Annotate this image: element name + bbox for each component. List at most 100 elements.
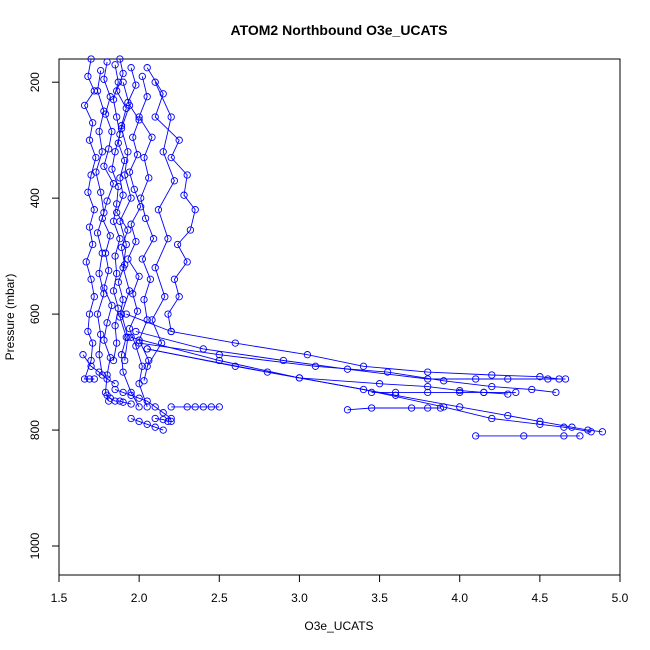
data-point: [199, 403, 207, 411]
data-point: [520, 432, 528, 440]
data-point: [84, 327, 92, 336]
data-point: [119, 264, 127, 272]
series-line: [106, 394, 132, 405]
data-point: [87, 356, 95, 365]
data-point: [138, 255, 146, 263]
data-point: [191, 206, 199, 214]
data-point: [84, 188, 92, 196]
data-point: [103, 319, 111, 327]
data-point: [113, 208, 121, 217]
data-point: [279, 356, 288, 365]
series-1: [80, 55, 100, 383]
data-point: [135, 417, 143, 426]
data-point: [143, 93, 151, 101]
series-24: [151, 414, 175, 426]
data-point: [132, 81, 140, 89]
data-point: [295, 374, 304, 382]
data-point: [135, 272, 143, 281]
y-axis-label: Pressure (mbar): [3, 274, 17, 361]
y-axis: 200 400 600 800 1000: [28, 72, 60, 559]
data-point: [95, 127, 103, 136]
data-point: [598, 428, 607, 436]
series-line: [119, 82, 132, 361]
data-point: [561, 375, 570, 383]
data-point: [108, 127, 116, 136]
data-point: [127, 64, 135, 72]
data-point: [119, 191, 127, 199]
series-8: [143, 64, 199, 336]
x-tick-label: 4.0: [451, 591, 468, 605]
data-point: [143, 316, 151, 324]
data-point: [424, 382, 432, 391]
data-point: [186, 226, 195, 234]
data-point: [90, 293, 98, 301]
data-point: [146, 275, 155, 283]
data-point: [183, 171, 191, 179]
data-point: [207, 403, 215, 411]
data-point: [151, 78, 159, 86]
data-point: [440, 403, 448, 411]
series-line: [146, 67, 196, 332]
data-point: [85, 375, 94, 383]
data-point: [84, 72, 92, 81]
data-point: [100, 336, 108, 344]
data-point: [95, 351, 103, 359]
data-point: [175, 293, 183, 301]
x-tick-label: 2.5: [211, 591, 228, 605]
series-line: [114, 389, 172, 419]
data-point: [180, 191, 188, 199]
data-point: [161, 293, 169, 301]
data-point: [135, 339, 143, 347]
data-point: [109, 287, 118, 295]
data-point: [85, 223, 94, 231]
data-point: [97, 66, 105, 75]
data-point: [143, 64, 151, 72]
data-point: [127, 333, 135, 341]
data-point: [122, 310, 130, 318]
data-point: [552, 388, 560, 397]
data-point: [359, 362, 368, 370]
data-point: [119, 69, 127, 78]
data-point: [170, 177, 179, 185]
data-point: [130, 185, 138, 194]
data-point: [92, 153, 100, 162]
series-21: [111, 385, 175, 423]
data-point: [105, 266, 113, 275]
data-point: [148, 133, 156, 141]
data-point: [113, 339, 121, 347]
data-point: [456, 388, 464, 397]
data-point: [504, 390, 512, 398]
data-point: [143, 345, 151, 353]
data-point: [121, 356, 129, 365]
data-point: [159, 426, 167, 434]
series-18: [472, 432, 584, 440]
data-point: [263, 368, 272, 376]
series-14: [143, 345, 512, 398]
x-tick-label: 4.5: [532, 591, 549, 605]
data-point: [191, 403, 199, 411]
data-point: [121, 156, 129, 165]
data-point: [154, 206, 163, 214]
data-point: [536, 420, 544, 428]
y-tick-label: 200: [28, 72, 42, 92]
data-point: [116, 217, 124, 225]
data-point: [93, 87, 102, 95]
y-tick-label: 600: [28, 304, 42, 324]
data-point: [133, 151, 142, 159]
data-point: [138, 72, 146, 81]
data-point: [424, 404, 432, 412]
series-4: [124, 64, 151, 411]
series-line: [127, 67, 148, 408]
data-point: [111, 380, 119, 388]
data-point: [560, 432, 568, 440]
data-point: [109, 356, 118, 365]
data-point: [528, 385, 536, 394]
series-line: [146, 82, 175, 367]
data-point: [512, 388, 520, 397]
data-point: [114, 78, 122, 86]
data-point: [125, 101, 134, 110]
data-point: [164, 310, 172, 318]
series-11: [122, 310, 563, 383]
x-tick-label: 2.0: [131, 591, 148, 605]
data-point: [117, 310, 126, 318]
